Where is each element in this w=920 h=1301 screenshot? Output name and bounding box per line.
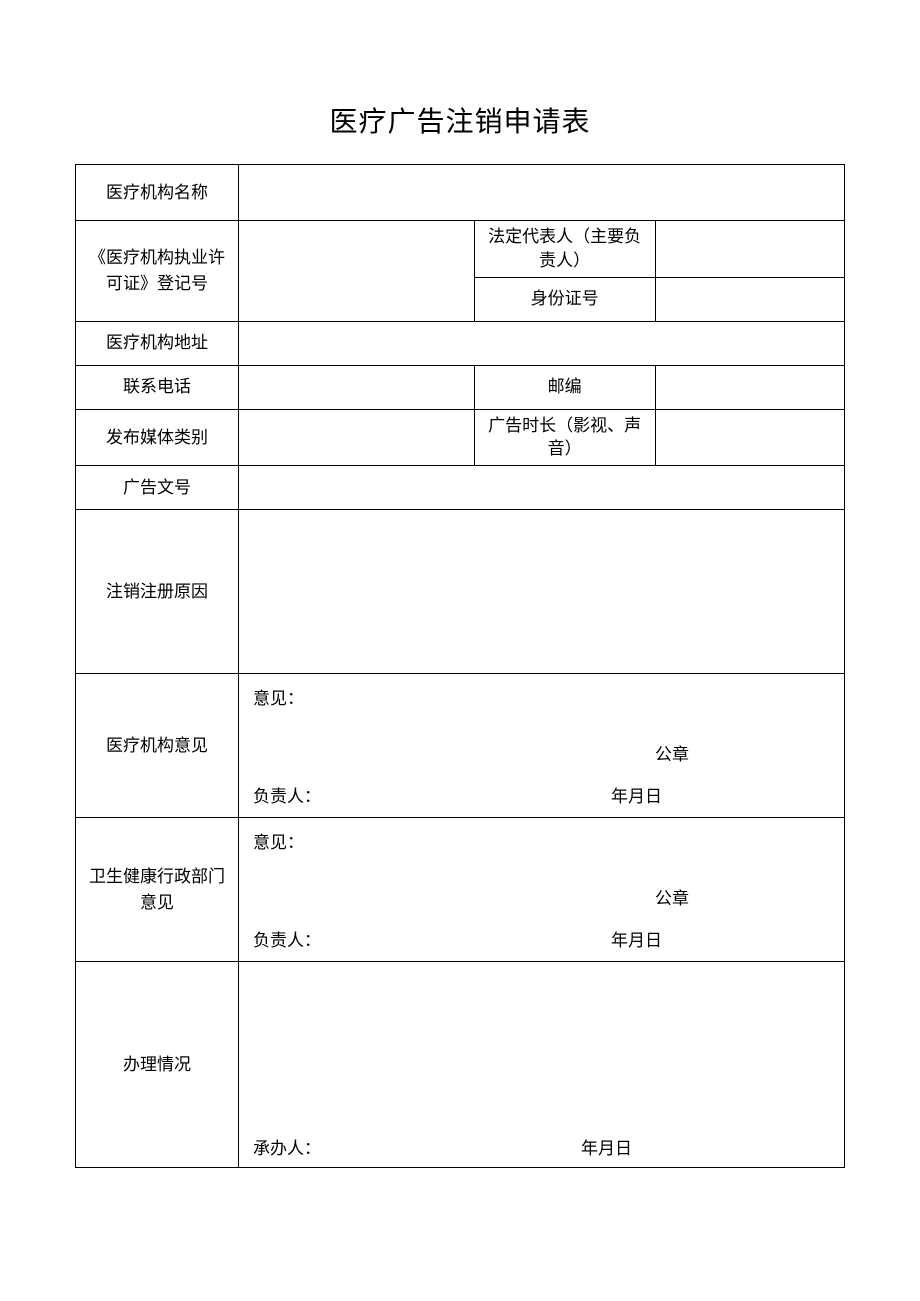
row-cancel-reason: 注销注册原因 [76, 510, 845, 674]
label-health-dept-opinion: 卫生健康行政部门意见 [76, 818, 239, 962]
row-institution-name: 医疗机构名称 [76, 165, 845, 221]
form-table: 医疗机构名称 《医疗机构执业许可证》登记号 法定代表人（主要负责人） 身份证号 … [75, 164, 845, 1168]
stamp-label-2: 公章 [655, 884, 689, 909]
form-title: 医疗广告注销申请表 [75, 100, 845, 140]
row-phone: 联系电话 邮编 [76, 365, 845, 409]
row-media-type: 发布媒体类别 广告时长（影视、声音） [76, 409, 845, 466]
row-processing: 办理情况 承办人： 年月日 [76, 962, 845, 1168]
value-postcode [655, 365, 844, 409]
value-license-number [239, 221, 475, 322]
value-media-type [239, 409, 475, 466]
value-id-number [655, 277, 844, 321]
label-institution-opinion: 医疗机构意见 [76, 674, 239, 818]
row-ad-number: 广告文号 [76, 466, 845, 510]
value-institution-opinion: 意见： 公章 负责人： 年月日 [239, 674, 845, 818]
label-institution-name: 医疗机构名称 [76, 165, 239, 221]
date-label-2: 年月日 [611, 926, 662, 951]
value-processing: 承办人： 年月日 [239, 962, 845, 1168]
label-media-type: 发布媒体类别 [76, 409, 239, 466]
label-cancel-reason: 注销注册原因 [76, 510, 239, 674]
responsible-label-2: 负责人： [253, 926, 321, 951]
value-health-dept-opinion: 意见： 公章 负责人： 年月日 [239, 818, 845, 962]
date-label-1: 年月日 [611, 782, 662, 807]
date-label-3: 年月日 [581, 1134, 632, 1159]
label-processing: 办理情况 [76, 962, 239, 1168]
value-institution-name [239, 165, 845, 221]
value-phone [239, 365, 475, 409]
stamp-label-1: 公章 [655, 740, 689, 765]
handler-label: 承办人： [253, 1134, 321, 1159]
value-ad-duration [655, 409, 844, 466]
value-address [239, 321, 845, 365]
label-id-number: 身份证号 [474, 277, 655, 321]
value-legal-rep [655, 221, 844, 278]
row-health-dept-opinion: 卫生健康行政部门意见 意见： 公章 负责人： 年月日 [76, 818, 845, 962]
opinion-label-2: 意见： [253, 828, 304, 853]
label-legal-rep: 法定代表人（主要负责人） [474, 221, 655, 278]
opinion-label-1: 意见： [253, 684, 304, 709]
responsible-label-1: 负责人： [253, 782, 321, 807]
label-phone: 联系电话 [76, 365, 239, 409]
label-license-number: 《医疗机构执业许可证》登记号 [76, 221, 239, 322]
label-address: 医疗机构地址 [76, 321, 239, 365]
value-ad-number [239, 466, 845, 510]
value-cancel-reason [239, 510, 845, 674]
label-postcode: 邮编 [474, 365, 655, 409]
label-ad-duration: 广告时长（影视、声音） [474, 409, 655, 466]
row-institution-opinion: 医疗机构意见 意见： 公章 负责人： 年月日 [76, 674, 845, 818]
row-license-top: 《医疗机构执业许可证》登记号 法定代表人（主要负责人） [76, 221, 845, 278]
label-ad-number: 广告文号 [76, 466, 239, 510]
row-address: 医疗机构地址 [76, 321, 845, 365]
